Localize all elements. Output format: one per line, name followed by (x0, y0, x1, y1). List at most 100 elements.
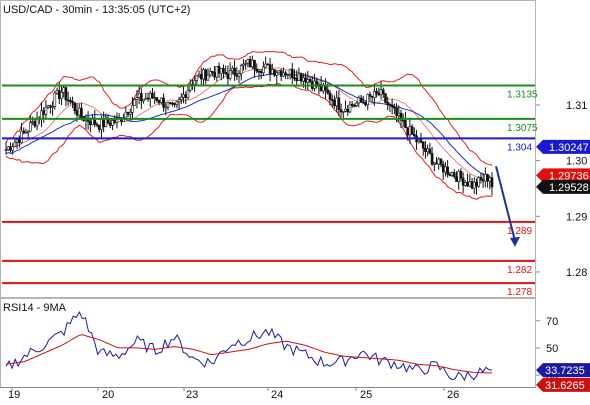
candle-body (29, 122, 32, 132)
candle-body (348, 103, 352, 113)
candle-body (479, 177, 483, 181)
candle-body (410, 126, 414, 135)
candle-body (40, 110, 43, 119)
candle-body (255, 68, 259, 72)
candle-body (188, 85, 192, 91)
candle-body (53, 92, 57, 107)
candle-body (6, 146, 10, 150)
candle-body (202, 69, 205, 80)
bollinger-upper-band (5, 50, 493, 166)
candle-body (268, 64, 272, 74)
candle-body (393, 106, 396, 109)
candle-body (168, 102, 172, 104)
candle-body (211, 70, 214, 73)
candle-body (335, 97, 338, 107)
y-tick-label: 1.29 (566, 211, 587, 223)
candle-body (153, 97, 156, 99)
candle-body (470, 181, 474, 189)
candle-body (488, 177, 492, 182)
candle-body (302, 77, 305, 82)
price-panel-frame (0, 0, 536, 298)
candle-body (51, 106, 54, 108)
candle-body (246, 59, 250, 64)
candle-body (353, 105, 356, 107)
candle-body (231, 67, 234, 72)
candle-body (62, 87, 65, 93)
candle-body (448, 174, 452, 176)
candle-body (4, 149, 8, 151)
candle-body (206, 74, 210, 81)
candle-body (477, 177, 480, 187)
candle-body (144, 97, 148, 100)
rsi-y-tick-label: 50 (546, 343, 558, 355)
candle-body (264, 63, 267, 68)
level-label: 1.3075 (507, 123, 538, 134)
candle-body (197, 73, 201, 77)
candle-body (131, 105, 134, 113)
candle-body (13, 141, 17, 147)
candle-body (342, 111, 345, 113)
candle-body (346, 108, 350, 113)
rsi-value-tag-label: 31.6265 (545, 380, 585, 392)
candle-body (248, 59, 252, 68)
rsi-value-tag (536, 363, 590, 378)
candle-body (160, 97, 163, 103)
candle-body (60, 92, 63, 99)
candle-body (157, 100, 161, 103)
candle-body (368, 94, 372, 97)
candle-body (433, 162, 436, 165)
candle-body (404, 120, 407, 129)
rsi14-line (5, 311, 493, 382)
candle-body (397, 112, 401, 117)
candle-body (446, 166, 449, 175)
candle-body (49, 105, 52, 108)
candle-body (57, 90, 61, 99)
bollinger-middle-band (5, 67, 493, 182)
candle-body (328, 92, 332, 100)
y-tick-label: 1.30 (566, 156, 587, 168)
candle-body (164, 106, 168, 109)
x-tick-label: 23 (186, 389, 198, 400)
candle-body (426, 148, 429, 152)
rsi-value-tag-label: 33.7235 (545, 365, 585, 377)
candle-body (42, 110, 46, 115)
candle-body (9, 146, 12, 151)
price-tag-label: 1.30247 (549, 142, 589, 154)
candle-body (151, 92, 154, 98)
candle-body (102, 118, 105, 128)
candle-body (273, 69, 276, 76)
candle-body (475, 181, 478, 187)
candle-body (375, 91, 378, 94)
price-tag (536, 179, 590, 194)
forecast-arrow-shaft (495, 165, 516, 242)
x-tick-label: 19 (8, 389, 20, 400)
candle-body (31, 121, 34, 123)
candle-body (435, 162, 438, 165)
candle-body (128, 112, 132, 115)
moving-average-line (5, 73, 493, 180)
candle-body (419, 139, 423, 143)
candle-body (428, 148, 432, 154)
candle-body (390, 104, 394, 108)
candle-body (171, 102, 174, 105)
candle-body (457, 171, 461, 182)
candle-body (199, 73, 203, 80)
candle-body (219, 68, 223, 74)
candle-body (304, 77, 307, 83)
candle-body (290, 68, 294, 79)
price-tag (536, 139, 590, 154)
candle-body (275, 72, 279, 76)
candle-body (481, 179, 485, 182)
candle-body (350, 103, 354, 106)
candle-body (357, 97, 361, 104)
candle-body (257, 70, 261, 73)
candle-body (15, 139, 19, 143)
candle-body (215, 66, 219, 78)
candle-body (173, 103, 176, 105)
candle-body (279, 70, 283, 77)
candle-body (450, 172, 454, 176)
bollinger-lower-band (5, 83, 493, 200)
candle-body (226, 73, 230, 79)
